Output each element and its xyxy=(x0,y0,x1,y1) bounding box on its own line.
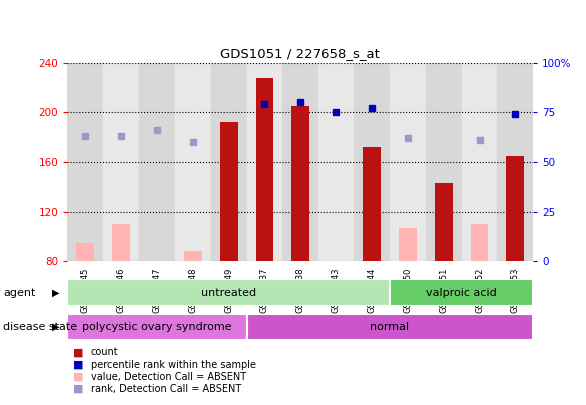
Bar xyxy=(390,63,426,261)
Text: ■: ■ xyxy=(73,384,84,394)
Bar xyxy=(435,183,452,261)
Text: value, Detection Call = ABSENT: value, Detection Call = ABSENT xyxy=(91,372,246,382)
Bar xyxy=(471,224,489,261)
Bar xyxy=(390,279,533,306)
Text: untreated: untreated xyxy=(201,288,256,298)
Text: ■: ■ xyxy=(73,372,84,382)
Text: valproic acid: valproic acid xyxy=(426,288,497,298)
Bar xyxy=(220,122,237,261)
Bar xyxy=(247,63,282,261)
Bar xyxy=(318,63,354,261)
Text: ■: ■ xyxy=(73,347,84,357)
Text: polycystic ovary syndrome: polycystic ovary syndrome xyxy=(82,322,232,332)
Bar xyxy=(282,63,318,261)
Text: agent: agent xyxy=(3,288,35,298)
Bar xyxy=(103,63,139,261)
Text: ▶: ▶ xyxy=(52,288,59,298)
Bar xyxy=(506,156,524,261)
Bar xyxy=(255,78,274,261)
Text: ■: ■ xyxy=(73,360,84,369)
Bar xyxy=(354,63,390,261)
Bar xyxy=(76,243,94,261)
Text: rank, Detection Call = ABSENT: rank, Detection Call = ABSENT xyxy=(91,384,241,394)
Text: percentile rank within the sample: percentile rank within the sample xyxy=(91,360,256,369)
Bar xyxy=(211,63,247,261)
Bar xyxy=(399,228,417,261)
Bar xyxy=(363,147,381,261)
Title: GDS1051 / 227658_s_at: GDS1051 / 227658_s_at xyxy=(220,47,380,60)
Text: ▶: ▶ xyxy=(52,322,59,332)
Bar xyxy=(139,63,175,261)
Bar xyxy=(498,63,533,261)
Bar xyxy=(67,314,247,340)
Bar xyxy=(67,63,103,261)
Text: count: count xyxy=(91,347,118,357)
Bar xyxy=(175,63,211,261)
Bar xyxy=(247,314,533,340)
Text: normal: normal xyxy=(370,322,410,332)
Bar xyxy=(462,63,498,261)
Bar xyxy=(426,63,462,261)
Bar xyxy=(291,106,309,261)
Bar xyxy=(184,251,202,261)
Bar xyxy=(67,279,390,306)
Bar xyxy=(112,224,130,261)
Text: disease state: disease state xyxy=(3,322,77,332)
